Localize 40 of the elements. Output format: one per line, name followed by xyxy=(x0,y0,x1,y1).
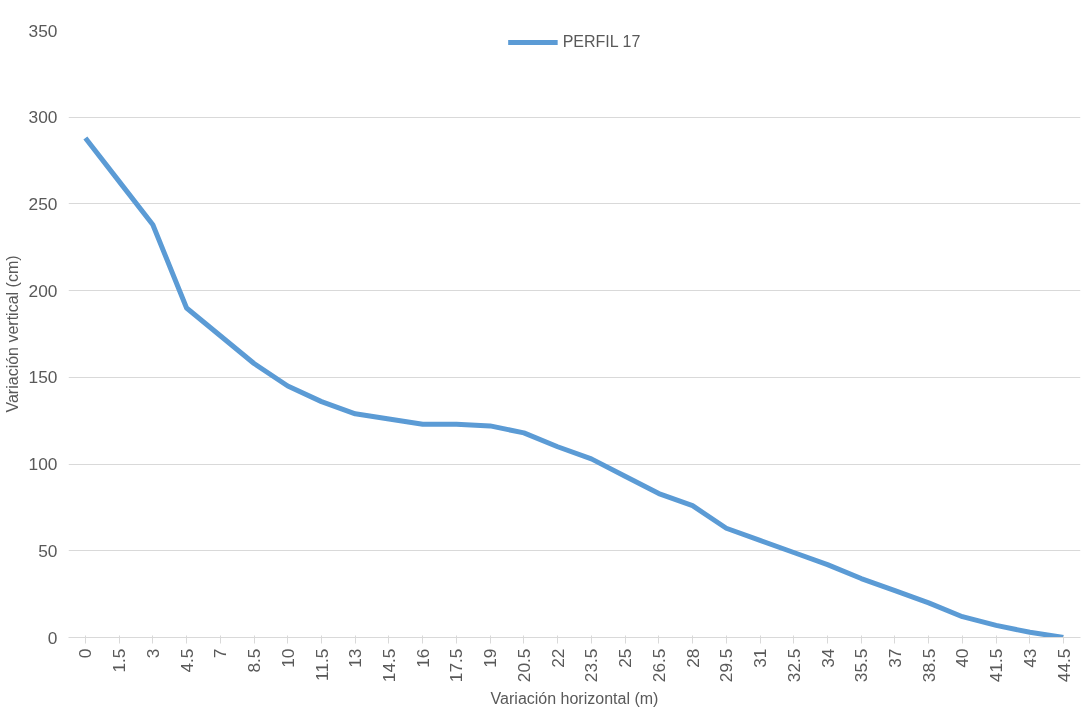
x-tick-label: 7 xyxy=(210,648,231,659)
x-tick-label: 25 xyxy=(615,648,636,668)
x-tick-label: 29.5 xyxy=(716,648,737,683)
x-tick-label: 38.5 xyxy=(918,648,939,683)
x-tick-label: 35.5 xyxy=(851,648,872,683)
x-tick-label: 0 xyxy=(75,648,96,659)
x-tick-label: 34 xyxy=(817,648,838,668)
x-tick-label: 23.5 xyxy=(581,648,602,683)
x-tick-label: 14.5 xyxy=(378,648,399,683)
x-tick-label: 19 xyxy=(480,648,501,668)
y-tick-label: 200 xyxy=(28,280,58,301)
y-axis-title: Variación vertical (cm) xyxy=(3,255,21,413)
y-tick-label: 150 xyxy=(28,367,58,388)
x-tick-label: 3 xyxy=(142,648,163,659)
legend-label: PERFIL 17 xyxy=(562,33,641,51)
x-tick-label: 43 xyxy=(1019,648,1040,668)
x-tick-label: 32.5 xyxy=(783,648,804,683)
x-tick-label: 4.5 xyxy=(176,648,197,673)
x-tick-label: 10 xyxy=(277,648,298,668)
x-tick-label: 26.5 xyxy=(648,648,669,683)
x-tick-label: 31 xyxy=(750,648,771,668)
x-tick-label: 13 xyxy=(345,648,366,668)
x-tick-label: 37 xyxy=(884,648,905,668)
x-tick-label: 41.5 xyxy=(986,648,1007,683)
y-tick-label: 50 xyxy=(38,540,58,561)
y-tick-label: 250 xyxy=(28,193,58,214)
x-tick-label: 1.5 xyxy=(109,648,130,673)
x-tick-label: 28 xyxy=(682,648,703,668)
x-tick-label: 11.5 xyxy=(311,648,332,681)
x-tick-label: 16 xyxy=(412,648,433,668)
x-tick-label: 17.5 xyxy=(446,648,467,683)
x-axis-title: Variación horizontal (m) xyxy=(490,690,659,708)
x-tick-label: 20.5 xyxy=(513,648,534,683)
x-tick-label: 44.5 xyxy=(1053,648,1074,683)
y-tick-label: 350 xyxy=(28,20,58,41)
y-tick-label: 100 xyxy=(28,454,58,475)
x-tick-label: 22 xyxy=(547,648,568,668)
x-tick-label: 40 xyxy=(952,648,973,668)
x-tick-label: 8.5 xyxy=(244,648,265,673)
y-tick-label: 300 xyxy=(28,107,58,128)
